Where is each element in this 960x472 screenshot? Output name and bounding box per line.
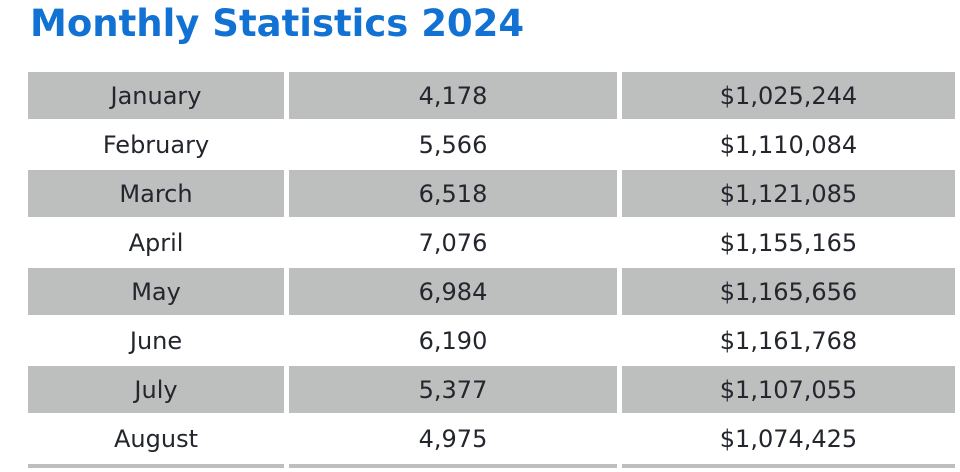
table-row: June 6,190 $1,161,768 [28, 317, 955, 364]
table-row: February 5,566 $1,110,084 [28, 121, 955, 168]
month-cell: January [28, 72, 284, 119]
count-cell: 6,190 [289, 317, 617, 364]
month-cell: June [28, 317, 284, 364]
count-cell: 5,566 [289, 121, 617, 168]
amount-cell: $1,107,055 [622, 366, 955, 413]
amount-cell: $1,110,084 [622, 121, 955, 168]
table-row: August 4,975 $1,074,425 [28, 415, 955, 462]
table-row: March 6,518 $1,121,085 [28, 170, 955, 217]
page-title: Monthly Statistics 2024 [30, 2, 525, 45]
count-cell: 5,377 [289, 366, 617, 413]
monthly-stats-table: January 4,178 $1,025,244 February 5,566 … [23, 70, 960, 470]
stats-table-body: January 4,178 $1,025,244 February 5,566 … [28, 72, 955, 468]
count-cell: 4,178 [289, 72, 617, 119]
month-cell: February [28, 121, 284, 168]
amount-cell: $1,074,425 [622, 415, 955, 462]
table-row-partial [28, 464, 955, 468]
month-cell [28, 464, 284, 468]
month-cell: August [28, 415, 284, 462]
month-cell: March [28, 170, 284, 217]
month-cell: July [28, 366, 284, 413]
table-row: April 7,076 $1,155,165 [28, 219, 955, 266]
count-cell: 7,076 [289, 219, 617, 266]
month-cell: May [28, 268, 284, 315]
amount-cell [622, 464, 955, 468]
amount-cell: $1,165,656 [622, 268, 955, 315]
count-cell: 4,975 [289, 415, 617, 462]
amount-cell: $1,121,085 [622, 170, 955, 217]
count-cell: 6,984 [289, 268, 617, 315]
table-row: January 4,178 $1,025,244 [28, 72, 955, 119]
amount-cell: $1,025,244 [622, 72, 955, 119]
amount-cell: $1,155,165 [622, 219, 955, 266]
count-cell: 6,518 [289, 170, 617, 217]
table-row: May 6,984 $1,165,656 [28, 268, 955, 315]
table-row: July 5,377 $1,107,055 [28, 366, 955, 413]
month-cell: April [28, 219, 284, 266]
amount-cell: $1,161,768 [622, 317, 955, 364]
count-cell [289, 464, 617, 468]
